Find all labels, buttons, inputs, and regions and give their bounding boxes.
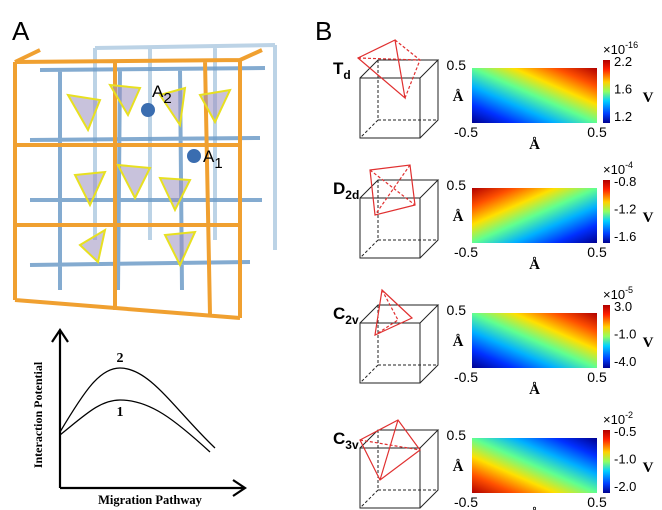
symmetry-label: C2v — [333, 304, 359, 327]
cube-line — [358, 40, 405, 98]
x-tick-label: -0.5 — [454, 369, 478, 385]
exponent-sup: -5 — [625, 285, 633, 295]
heatmap — [472, 68, 597, 123]
curve-label: 2 — [117, 351, 124, 366]
symmetry-base: C — [333, 429, 345, 448]
cube-line — [360, 305, 438, 383]
cube-diagram — [360, 290, 438, 383]
colorbar-tick-label: -1.6 — [614, 229, 636, 244]
x-tick-label: 0.5 — [587, 494, 607, 510]
site-sub: 2 — [163, 90, 171, 107]
cube-line — [360, 60, 438, 138]
x-tick-label: 0.5 — [587, 369, 607, 385]
colorbar-unit: V — [643, 460, 654, 476]
colorbar-tick-label: -4.0 — [614, 354, 636, 369]
cube-line — [360, 420, 420, 480]
figure: A A2 A1 2 1 Interaction Potential Migrat… — [0, 0, 662, 510]
symmetry-base: C — [333, 304, 345, 323]
colorbar-tick-label: -0.5 — [614, 424, 636, 439]
x-unit: Å — [529, 382, 540, 398]
x-axis-label: Migration Pathway — [98, 493, 203, 507]
x-tick-label: -0.5 — [454, 244, 478, 260]
y-unit: Å — [453, 209, 464, 225]
symmetry-sub: 2v — [345, 313, 359, 327]
symmetry-sub: d — [343, 68, 350, 82]
heatmap — [472, 188, 597, 243]
x-tick-label: -0.5 — [454, 124, 478, 140]
cube-diagram — [360, 165, 438, 258]
site-label: A2 — [152, 82, 172, 107]
exponent-sup: -16 — [625, 40, 638, 50]
colorbar — [603, 60, 610, 123]
x-tick-label: -0.5 — [454, 494, 478, 510]
heatmap — [472, 438, 597, 493]
cube-line — [360, 180, 438, 258]
cube-diagram — [360, 420, 438, 508]
colorbar-unit: V — [643, 90, 654, 106]
colorbar-tick-label: -1.2 — [614, 202, 636, 217]
colorbar — [603, 430, 610, 493]
y-axis-label: Interaction Potential — [31, 361, 45, 468]
symmetry-sub: 3v — [345, 438, 359, 452]
x-unit: Å — [529, 257, 540, 273]
potential-plot — [52, 330, 245, 496]
colorbar-tick-label: -2.0 — [614, 479, 636, 494]
cube-diagram — [358, 40, 438, 138]
colorbar-tick-label: -1.0 — [614, 327, 636, 342]
symmetry-base: T — [333, 59, 344, 78]
exponent-sup: -2 — [625, 410, 633, 420]
symmetry-label: C3v — [333, 429, 359, 452]
heatmap — [472, 313, 597, 368]
x-tick-label: 0.5 — [587, 124, 607, 140]
colorbar-tick-label: 1.6 — [614, 82, 632, 97]
colorbar-tick-label: 2.2 — [614, 54, 632, 69]
colorbar-unit: V — [643, 210, 654, 226]
y-unit: Å — [453, 459, 464, 475]
cube-line — [370, 165, 415, 215]
cube-line — [358, 40, 420, 98]
exponent-sup: -4 — [625, 160, 633, 170]
site-base: A — [152, 82, 164, 101]
panel-label: A — [12, 16, 30, 46]
y-tick-label: 0.5 — [447, 57, 467, 73]
symmetry-sub: 2d — [345, 188, 359, 202]
y-tick-label: 0.5 — [447, 427, 467, 443]
y-unit: Å — [453, 89, 464, 105]
site-base: A — [203, 147, 215, 166]
colorbar-tick-label: -0.8 — [614, 174, 636, 189]
curve-label: 1 — [117, 405, 124, 420]
y-tick-label: 0.5 — [447, 302, 467, 318]
y-tick-label: 0.5 — [447, 177, 467, 193]
colorbar — [603, 180, 610, 243]
colorbar-tick-label: 1.2 — [614, 109, 632, 124]
colorbar-tick-label: 3.0 — [614, 299, 632, 314]
panel-label: B — [315, 16, 332, 46]
colorbar-unit: V — [643, 335, 654, 351]
site-sub: 1 — [214, 155, 222, 172]
y-unit: Å — [453, 334, 464, 350]
symmetry-label: D2d — [333, 179, 359, 202]
x-unit: Å — [529, 137, 540, 153]
colorbar — [603, 305, 610, 368]
framework — [15, 45, 275, 318]
colorbar-tick-label: -1.0 — [614, 452, 636, 467]
x-tick-label: 0.5 — [587, 244, 607, 260]
symmetry-base: D — [333, 179, 345, 198]
symmetry-label: Td — [333, 59, 351, 82]
